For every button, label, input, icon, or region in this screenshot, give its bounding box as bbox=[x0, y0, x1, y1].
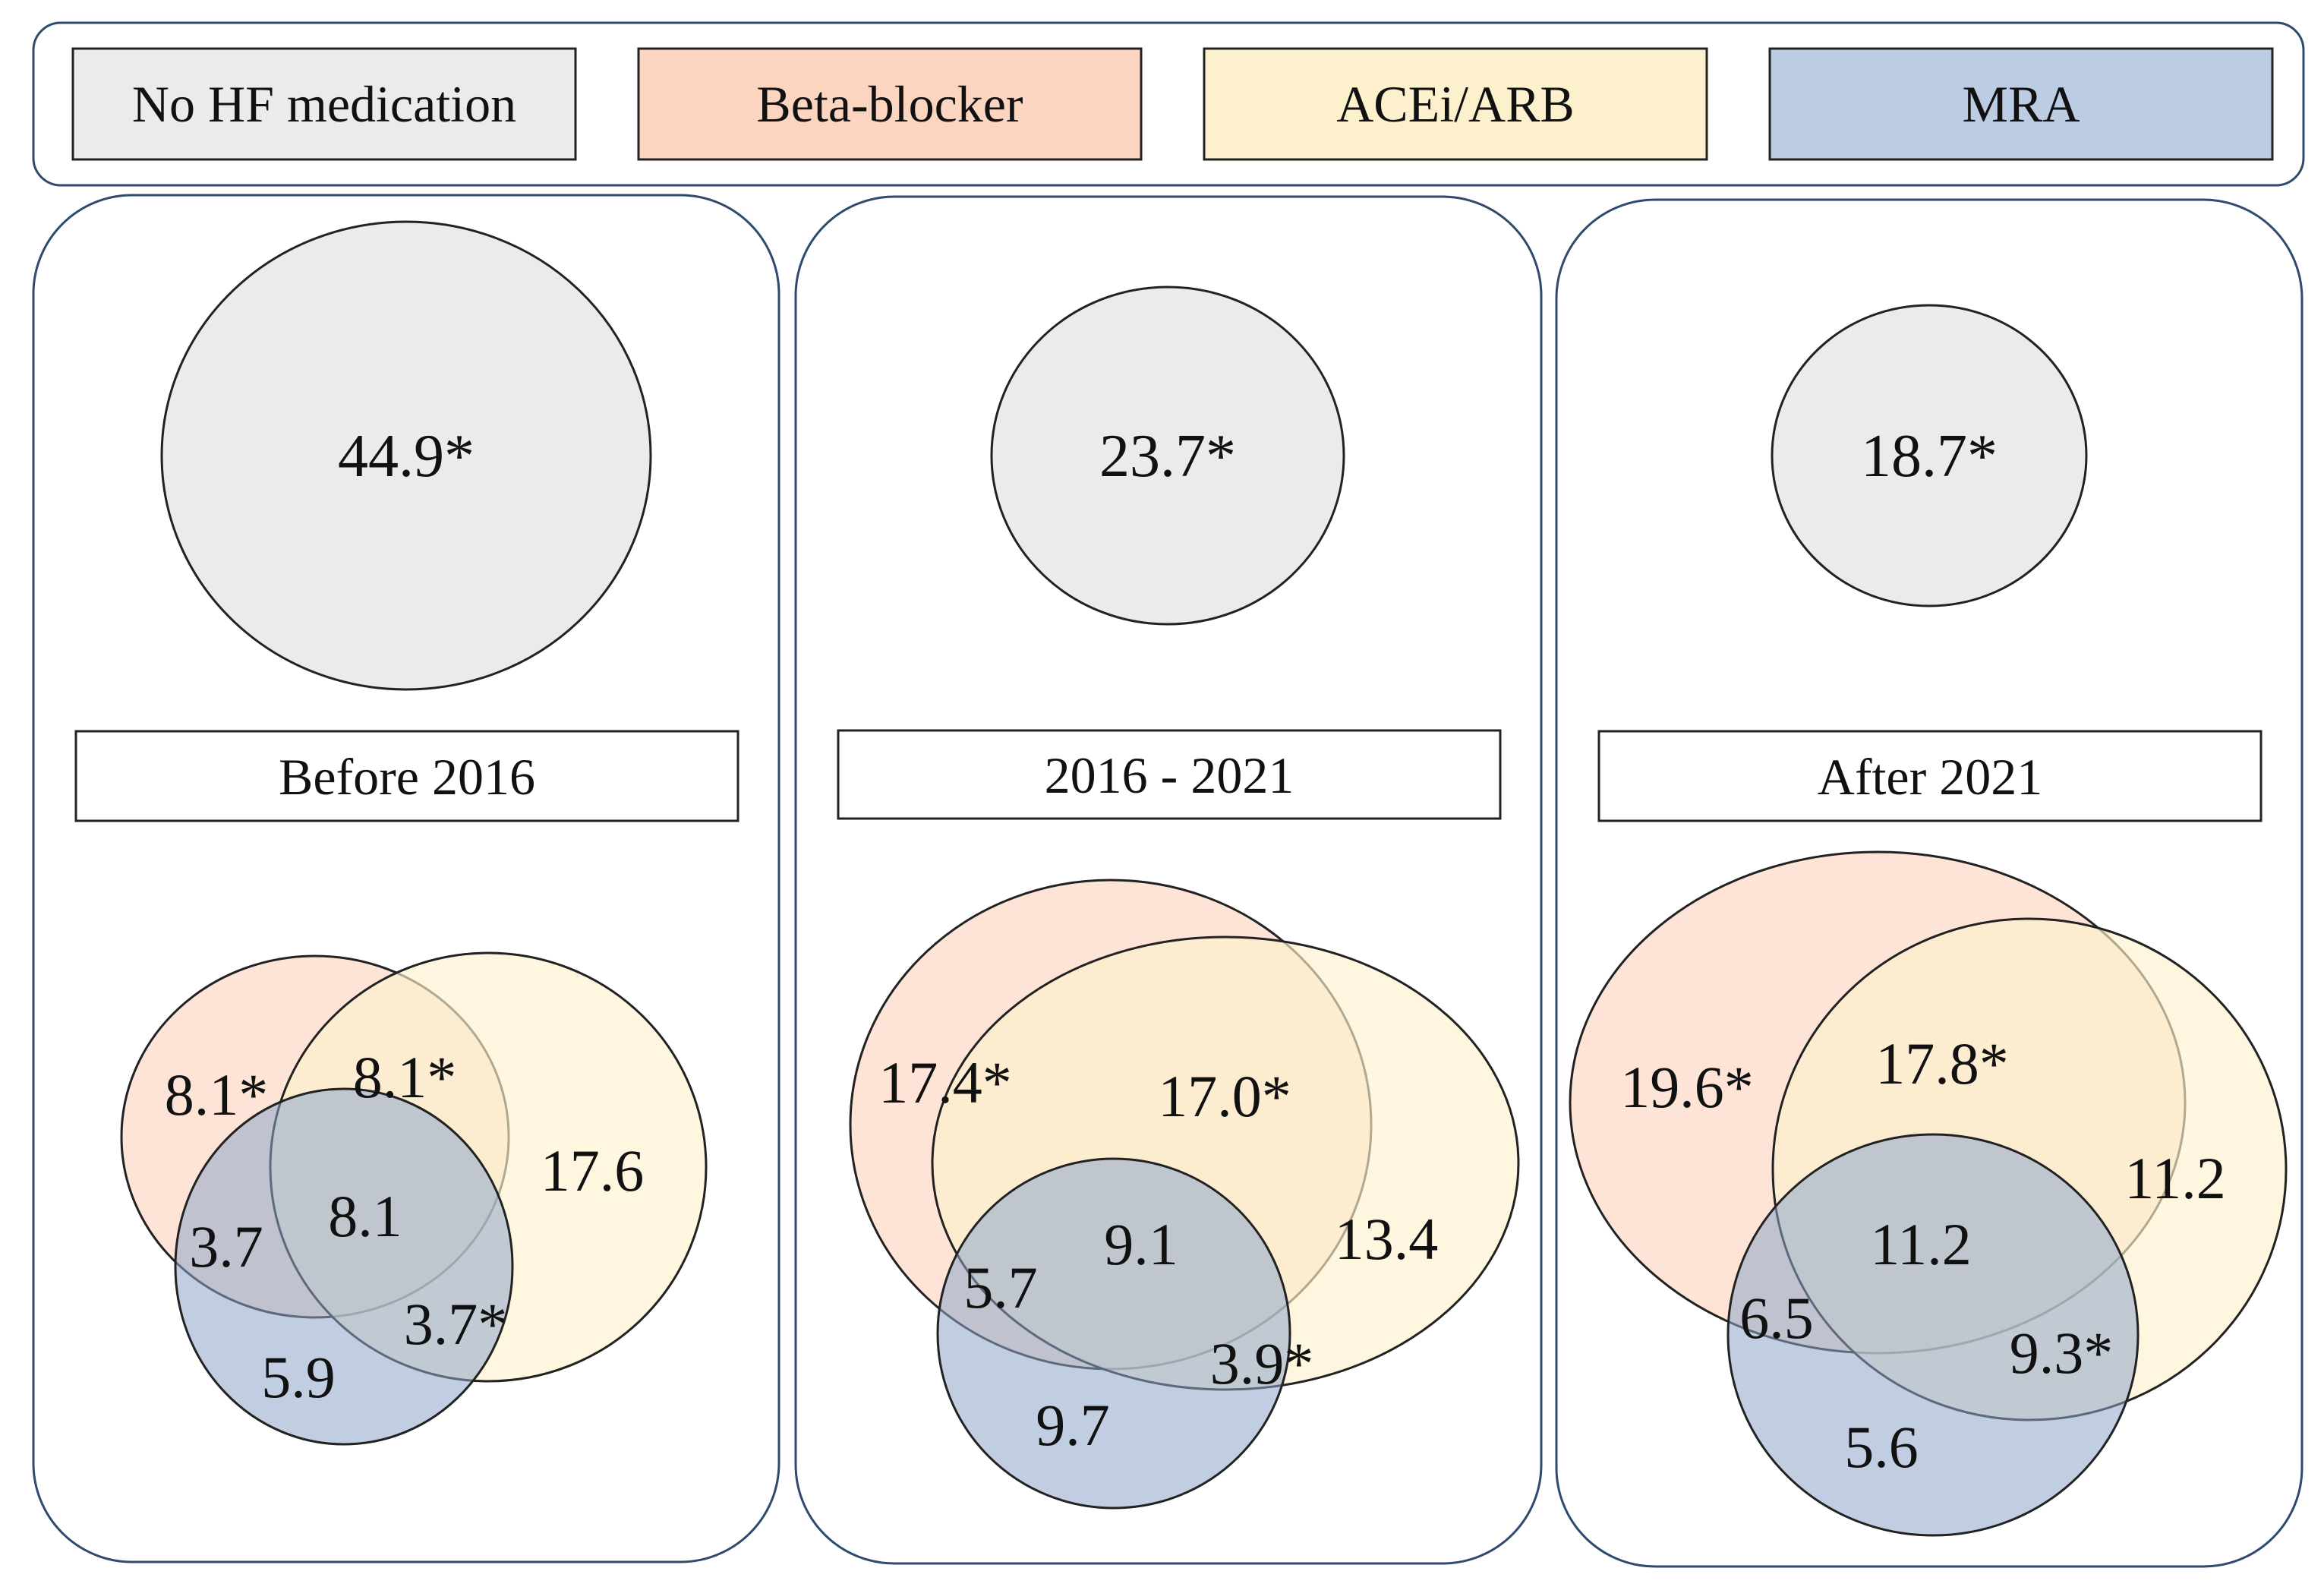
period-label: Before 2016 bbox=[279, 748, 535, 806]
mra-circle bbox=[1726, 1133, 2140, 1537]
all-three-value: 11.2 bbox=[1870, 1211, 1972, 1277]
panel-before-2016: 44.9* Before 2016 8.1* 8.1* 17.6 3.7 8.1… bbox=[32, 194, 780, 1563]
venn-diagram: 17.4* 17.0* 13.4 5.7 9.1 3.9* 9.7 bbox=[849, 879, 1520, 1510]
beta-only-value: 8.1* bbox=[165, 1062, 269, 1128]
legend: No HF medication Beta-blocker ACEi/ARB M… bbox=[32, 21, 2305, 187]
panel-after-2021: 18.7* After 2021 19.6* 17.8* 11.2 6.5 11… bbox=[1555, 198, 2304, 1568]
period-label: After 2021 bbox=[1818, 748, 2042, 806]
no-medication-circle bbox=[1771, 304, 2088, 607]
beta-only-value: 17.4* bbox=[878, 1049, 1012, 1115]
no-medication-circle bbox=[990, 286, 1345, 626]
mra-only-value: 5.6 bbox=[1844, 1414, 1919, 1480]
panel-2016-2021: 23.7* 2016 - 2021 17.4* 17.0* 13.4 5.7 9… bbox=[794, 195, 1543, 1565]
acei-mra-value: 3.7* bbox=[404, 1291, 508, 1357]
legend-frame bbox=[32, 21, 2305, 187]
beta-mra-value: 3.7 bbox=[189, 1213, 263, 1279]
period-box bbox=[1597, 730, 2263, 822]
beta-mra-value: 5.7 bbox=[963, 1254, 1038, 1320]
legend-label-beta-blocker: Beta-blocker bbox=[756, 75, 1023, 133]
acei-mra-value: 9.3* bbox=[2010, 1320, 2114, 1386]
legend-label-mra: MRA bbox=[1963, 75, 2080, 133]
venn-diagram: 19.6* 17.8* 11.2 6.5 11.2 9.3* 5.6 bbox=[1569, 850, 2288, 1537]
acei-mra-value: 3.9* bbox=[1210, 1330, 1314, 1396]
acei-only-value: 13.4 bbox=[1335, 1206, 1439, 1272]
period-label: 2016 - 2021 bbox=[1045, 746, 1294, 804]
no-medication-value: 44.9* bbox=[338, 423, 475, 490]
venn-diagram: 8.1* 8.1* 17.6 3.7 8.1 3.7* 5.9 bbox=[120, 951, 708, 1446]
legend-label-no-hf: No HF medication bbox=[132, 75, 516, 133]
no-medication-value: 23.7* bbox=[1099, 423, 1236, 490]
period-box bbox=[74, 730, 739, 822]
beta-acei-value: 8.1* bbox=[353, 1044, 457, 1110]
beta-mra-value: 6.5 bbox=[1739, 1285, 1814, 1351]
legend-swatch-no-hf bbox=[71, 47, 577, 161]
beta-acei-value: 17.0* bbox=[1158, 1063, 1291, 1129]
beta-only-value: 19.6* bbox=[1620, 1054, 1754, 1120]
mra-only-value: 9.7 bbox=[1036, 1392, 1110, 1458]
legend-swatch-mra bbox=[1768, 47, 2274, 161]
mra-circle bbox=[936, 1157, 1291, 1510]
all-three-value: 9.1 bbox=[1104, 1211, 1178, 1277]
period-box bbox=[837, 729, 1502, 820]
acei-only-value: 11.2 bbox=[2124, 1145, 2226, 1211]
legend-label-acei-arb: ACEi/ARB bbox=[1336, 75, 1575, 133]
mra-circle bbox=[174, 1087, 514, 1446]
acei-only-value: 17.6 bbox=[541, 1137, 645, 1204]
all-three-value: 8.1 bbox=[328, 1183, 402, 1249]
no-medication-circle bbox=[160, 220, 652, 691]
beta-acei-value: 17.8* bbox=[1875, 1030, 2009, 1096]
no-medication-value: 18.7* bbox=[1861, 423, 1998, 490]
legend-swatch-beta-blocker bbox=[637, 47, 1143, 161]
legend-swatch-acei-arb bbox=[1203, 47, 1708, 161]
mra-only-value: 5.9 bbox=[261, 1344, 336, 1410]
